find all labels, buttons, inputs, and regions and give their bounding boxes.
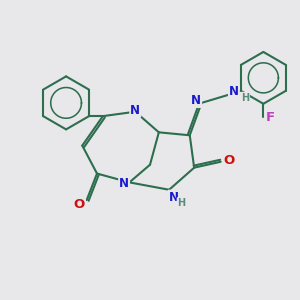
Text: F: F (265, 110, 274, 124)
Text: O: O (223, 154, 235, 167)
Text: H: H (241, 93, 249, 103)
Text: N: N (130, 104, 140, 117)
Text: H: H (177, 198, 186, 208)
Text: N: N (119, 177, 129, 190)
Text: O: O (74, 198, 85, 211)
Text: N: N (229, 85, 239, 98)
Text: N: N (191, 94, 201, 107)
Text: N: N (169, 190, 178, 204)
